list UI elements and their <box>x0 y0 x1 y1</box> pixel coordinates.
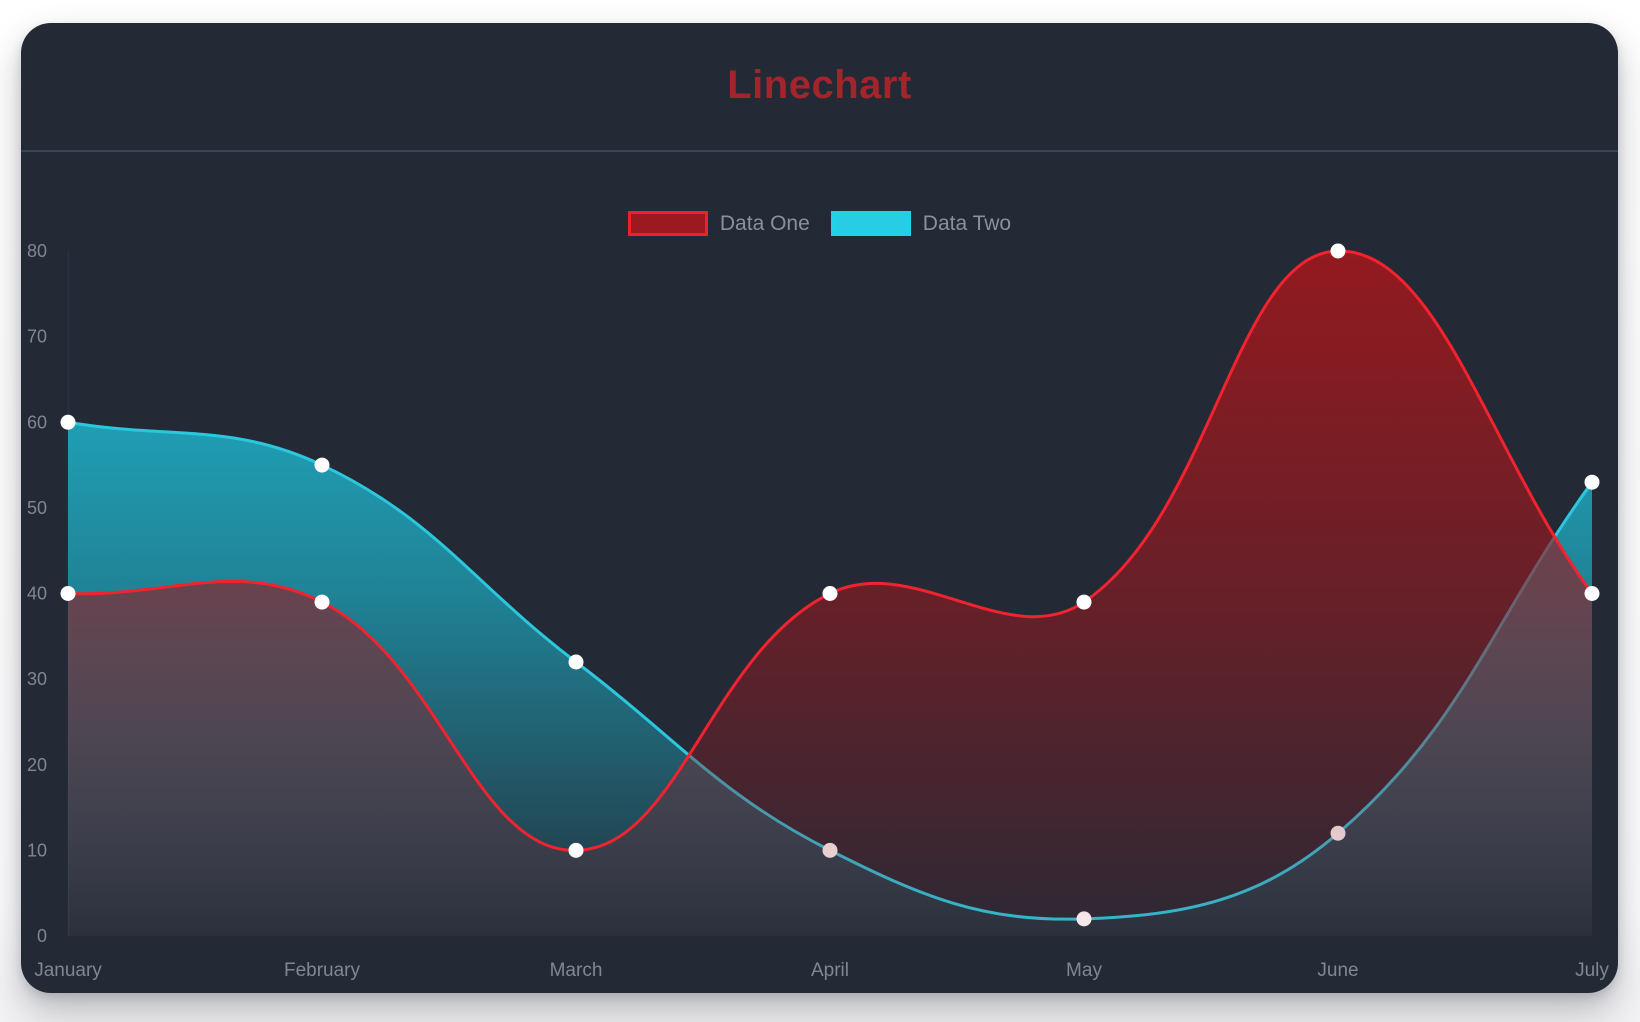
data-point-data-one[interactable] <box>1330 243 1346 259</box>
chart-card: Linechart 0 10 20 30 40 50 60 70 80 January Februa… <box>21 23 1618 993</box>
x-tick-label: July <box>1575 960 1609 981</box>
chart-canvas[interactable]: 0 10 20 30 40 50 60 70 80 January February March Apr… <box>21 23 1618 993</box>
y-tick-label: 50 <box>27 498 47 518</box>
legend-swatch-data-two <box>830 211 911 236</box>
data-point-data-one[interactable] <box>60 586 76 601</box>
data-point-data-one[interactable] <box>1584 586 1600 601</box>
x-tick-label: January <box>34 960 102 981</box>
data-point-data-two[interactable] <box>1584 474 1600 490</box>
area-fill-data-one <box>68 250 1592 936</box>
x-tick-label: June <box>1317 960 1358 981</box>
header-divider <box>21 150 1618 152</box>
y-tick-label: 10 <box>27 840 47 860</box>
data-point-data-one[interactable] <box>822 586 838 601</box>
y-tick-label: 0 <box>37 926 47 946</box>
data-point-data-two[interactable] <box>568 654 584 670</box>
x-tick-label: March <box>550 960 603 981</box>
chart-legend: Data One Data Two <box>21 211 1618 236</box>
y-tick-label: 20 <box>27 755 47 775</box>
x-tick-label: May <box>1066 960 1102 981</box>
legend-item-data-two[interactable]: Data Two <box>830 211 1012 236</box>
y-tick-label: 40 <box>27 584 47 604</box>
x-tick-label: February <box>284 960 361 981</box>
y-tick-label: 80 <box>27 241 47 261</box>
y-tick-label: 70 <box>27 327 47 347</box>
y-tick-label: 60 <box>27 412 47 432</box>
data-point-data-two[interactable] <box>314 457 330 473</box>
legend-item-data-one[interactable]: Data One <box>627 211 810 236</box>
y-tick-label: 30 <box>27 669 47 689</box>
x-tick-label: April <box>811 960 849 981</box>
chart-title: Linechart <box>727 63 912 107</box>
legend-swatch-data-one <box>627 211 708 236</box>
legend-label-data-one: Data One <box>719 211 810 235</box>
data-point-data-two[interactable] <box>60 414 76 430</box>
data-point-data-one[interactable] <box>314 594 330 610</box>
data-point-data-one[interactable] <box>568 842 584 858</box>
data-point-data-one[interactable] <box>1076 594 1092 610</box>
line-data-one <box>67 249 1594 852</box>
legend-label-data-two: Data Two <box>922 211 1012 235</box>
